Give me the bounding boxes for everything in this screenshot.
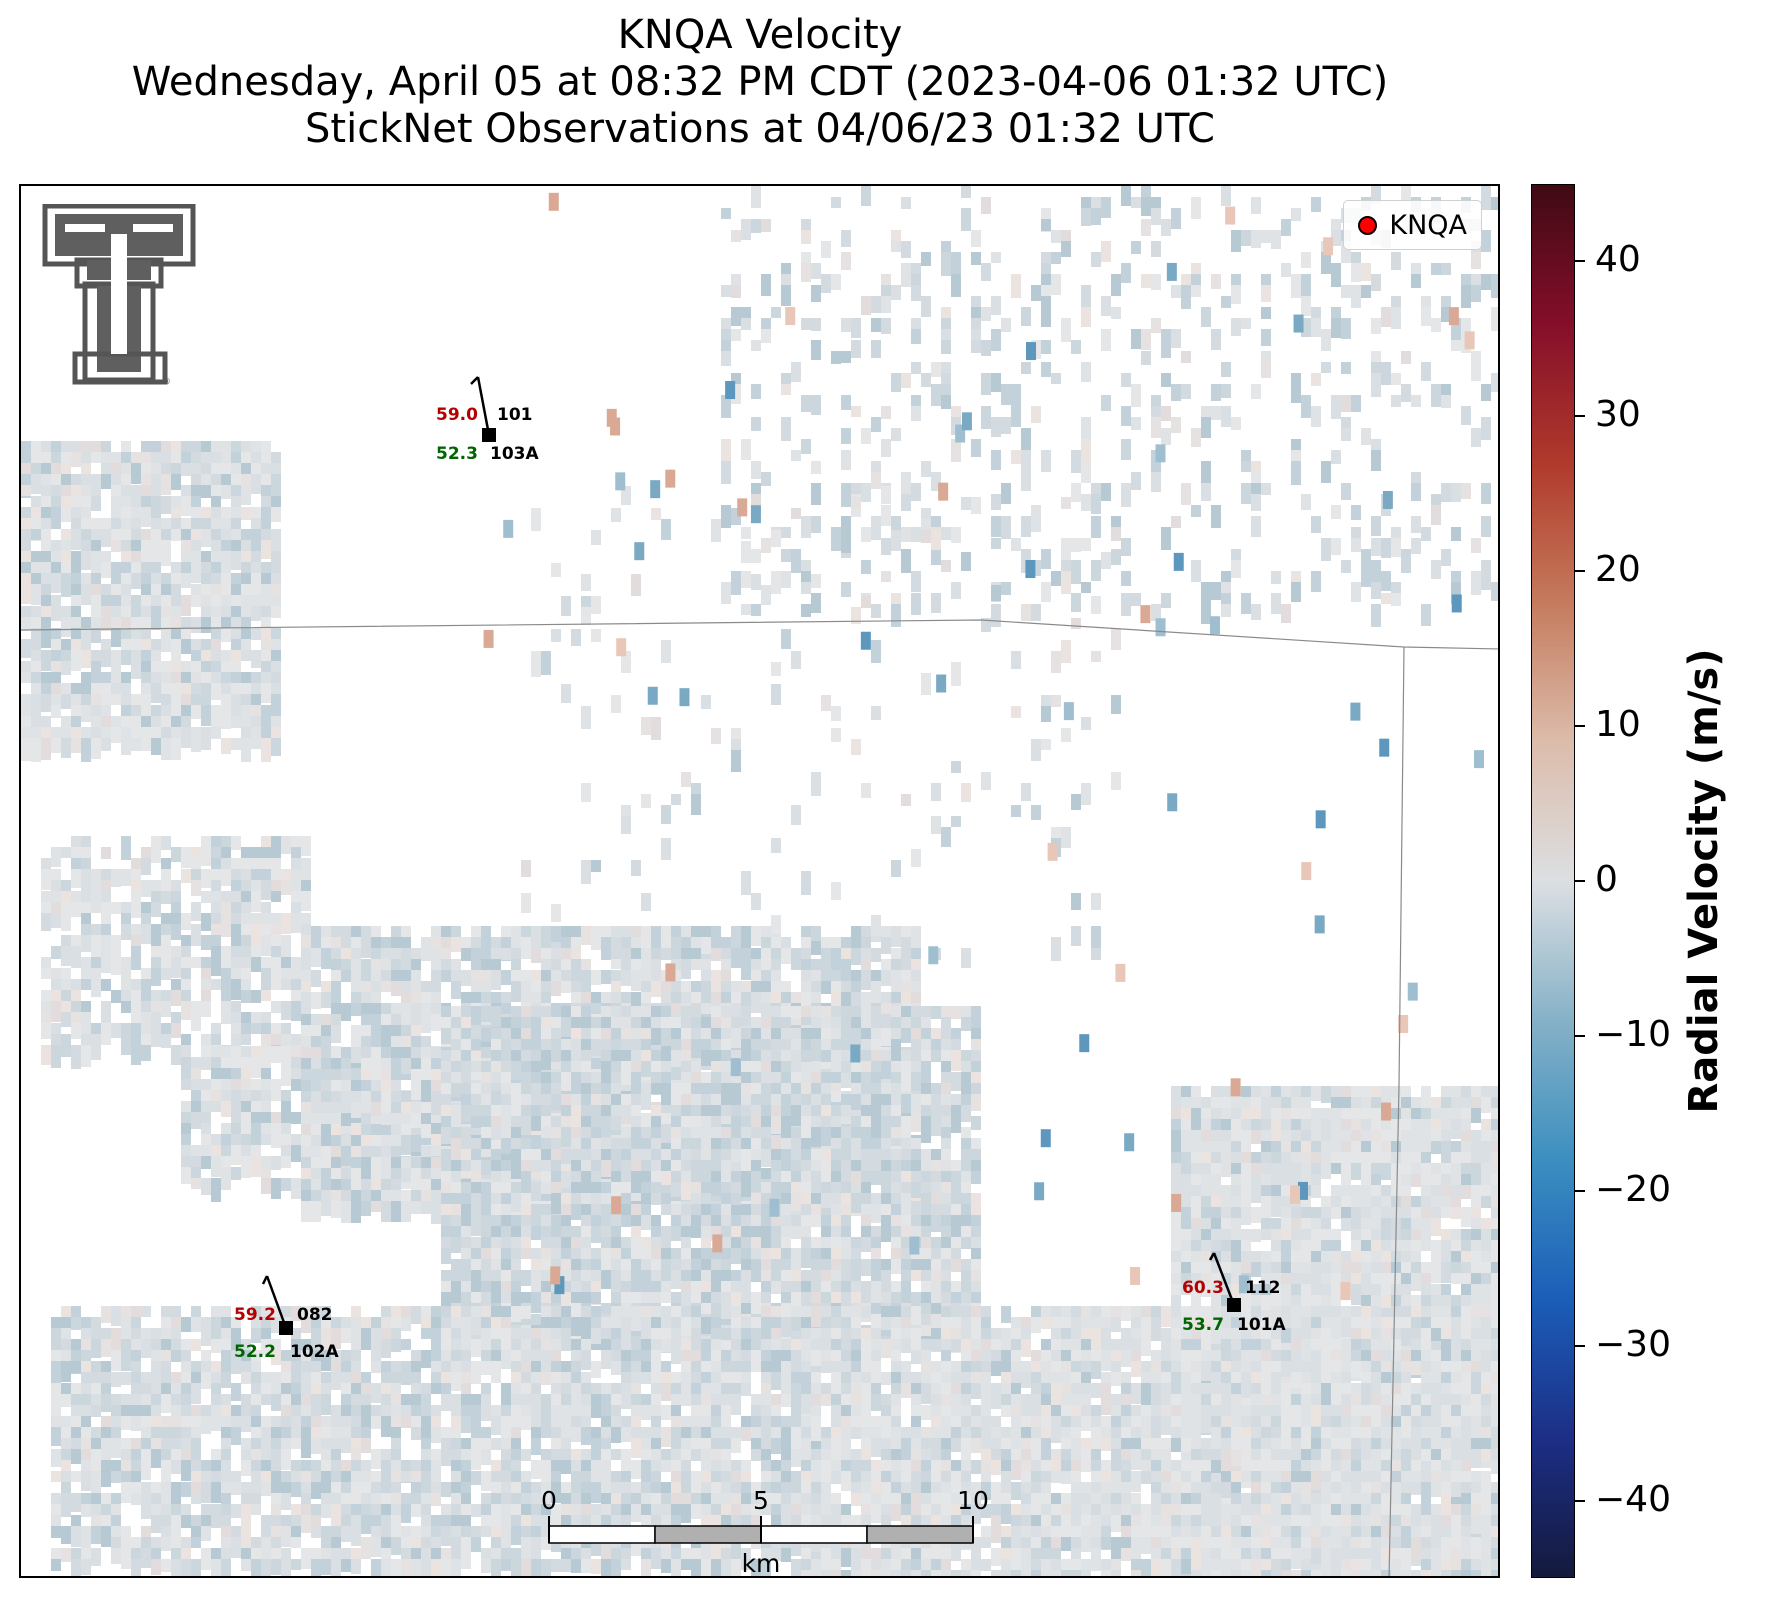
station-112-dewpoint: 53.7 [1182, 1315, 1224, 1335]
station-112-id: 112 [1245, 1278, 1281, 1298]
colorbar-tick-mark [1575, 1189, 1585, 1192]
colorbar-tick-label: −20 [1595, 1168, 1671, 1210]
station-101a-id: 101A [1237, 1315, 1286, 1335]
scalebar-unit: km [741, 1549, 781, 1578]
colorbar-tick-mark [1575, 1499, 1585, 1502]
radar-site-marker-icon [1358, 215, 1378, 235]
station-102a-id: 102A [290, 1342, 339, 1362]
legend-label: KNQA [1389, 209, 1467, 241]
velocity-colorbar [1531, 184, 1575, 1578]
colorbar-tick-mark [1575, 1034, 1585, 1037]
colorbar-tick-mark [1575, 1344, 1585, 1347]
station-112-temperature: 60.3 [1182, 1278, 1224, 1298]
colorbar-tick-label: 20 [1595, 549, 1641, 591]
colorbar-tick-label: −10 [1595, 1013, 1671, 1055]
radar-map-panel: ® KNQA 59.0 101 52.3 103A 59.2 082 52.2 … [19, 184, 1500, 1578]
colorbar-title: Radial Velocity (m/s) [1681, 648, 1727, 1114]
title-line-3: StickNet Observations at 04/06/23 01:32 … [305, 106, 1215, 152]
scalebar-label-10: 10 [957, 1486, 989, 1515]
figure-title: KNQA Velocity Wednesday, April 05 at 08:… [0, 12, 1520, 153]
station-082-temperature: 59.2 [234, 1305, 276, 1325]
colorbar-tick-mark [1575, 260, 1585, 263]
map-legend: KNQA [1343, 200, 1482, 250]
radar-gates [21, 186, 1498, 1576]
county-boundaries [21, 619, 1498, 1576]
colorbar-tick-mark [1575, 415, 1585, 418]
scalebar-label-0: 0 [541, 1486, 557, 1515]
title-line-1: KNQA Velocity [617, 12, 903, 58]
colorbar-tick-mark [1575, 880, 1585, 882]
colorbar-tick-label: 30 [1595, 394, 1641, 436]
texas-tech-double-t-logo: ® [42, 204, 196, 386]
radar-velocity-field [21, 186, 1498, 1576]
colorbar-tick-label: 10 [1595, 704, 1641, 746]
station-082-id: 082 [297, 1305, 333, 1325]
station-103a-id: 103A [490, 444, 539, 464]
station-101-dewpoint: 52.3 [436, 444, 478, 464]
station-101-temperature: 59.0 [436, 405, 478, 425]
colorbar-tick-label: 40 [1595, 239, 1641, 281]
scalebar-label-5: 5 [753, 1486, 769, 1515]
scale-bar [548, 1516, 974, 1544]
colorbar-tick-mark [1575, 570, 1585, 573]
station-082-dewpoint: 52.2 [234, 1342, 276, 1362]
title-line-2: Wednesday, April 05 at 08:32 PM CDT (202… [131, 59, 1389, 105]
colorbar-tick-label: −30 [1595, 1323, 1671, 1365]
station-101-id: 101 [497, 405, 533, 425]
colorbar-tick-label: 0 [1595, 859, 1618, 900]
colorbar-tick-label: −40 [1595, 1478, 1671, 1520]
colorbar-tick-mark [1575, 725, 1585, 728]
stickNet-stations [261, 376, 1241, 1335]
